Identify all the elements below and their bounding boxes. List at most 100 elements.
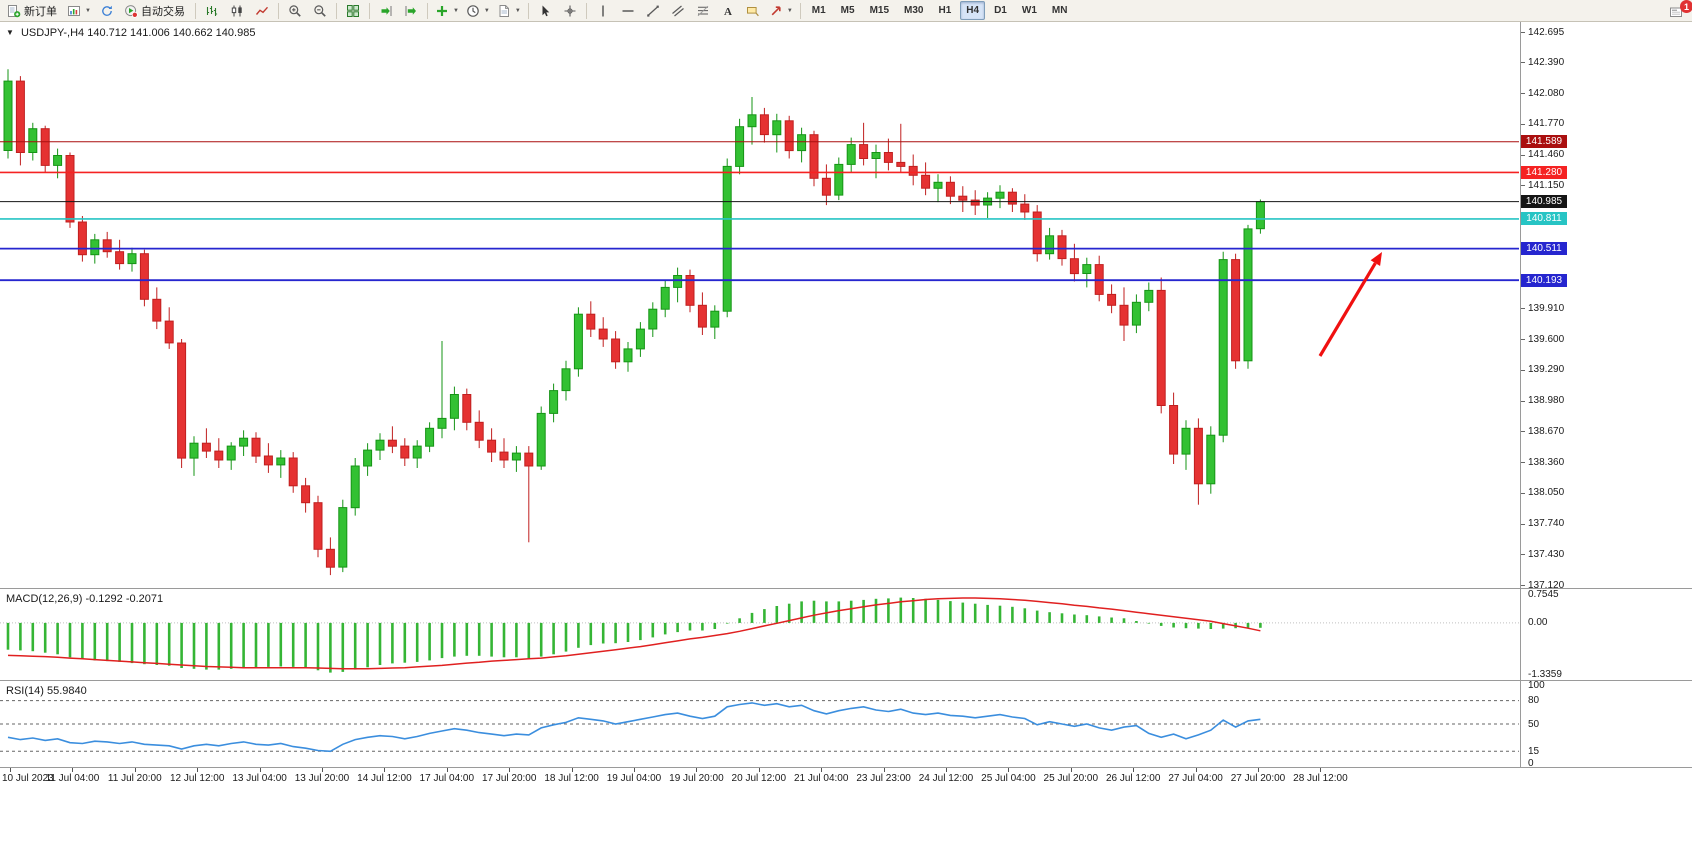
time-axis-label: 17 Jul 20:00 [481,773,537,784]
horizontal-line-button[interactable] [616,1,640,21]
cursor-button[interactable] [533,1,557,21]
price-axis-label: 137.430 [1528,549,1565,560]
macd-panel[interactable] [0,589,1520,680]
time-axis-label: 25 Jul 20:00 [1043,773,1099,784]
tile-windows-icon [346,4,360,18]
timeframe-m1-button[interactable]: M1 [811,5,826,16]
chart-shift-button[interactable] [399,1,423,21]
trendline-button[interactable] [641,1,665,21]
time-axis-tick [1008,768,1009,772]
auto-trading-button[interactable]: 自动交易 [120,1,191,21]
dropdown-caret-icon[interactable]: ▼ [514,7,521,14]
price-axis-tick [1521,431,1525,432]
time-axis-label: 11 Jul 20:00 [107,773,162,784]
rsi-indicator-label: RSI(14) 55.9840 [6,685,87,697]
pane-divider-macd-rsi[interactable] [0,680,1692,681]
rsi-axis-label: 80 [1528,695,1540,706]
timeframe-m30-button[interactable]: M30 [904,5,924,16]
price-axis-tick [1521,401,1525,402]
macd-indicator-label: MACD(12,26,9) -0.1292 -0.2071 [6,593,164,605]
price-axis-tick [1521,339,1525,340]
time-axis-label: 12 Jul 12:00 [169,773,225,784]
news-button[interactable]: 1 [1664,0,1692,22]
tile-windows-button[interactable] [341,1,365,21]
periods-button[interactable]: ▼ [463,1,493,21]
refresh-button[interactable] [95,1,119,21]
new-order-icon [7,4,21,18]
rsi-panel[interactable] [0,681,1520,767]
new-chart-button[interactable]: ▼ [64,1,94,21]
zoom-out-button[interactable] [308,1,332,21]
indicators-button[interactable]: ▼ [432,1,462,21]
price-axis-label: 141.770 [1528,118,1565,129]
crosshair-button[interactable] [558,1,582,21]
price-axis-tick [1521,585,1525,586]
templates-icon [497,4,511,18]
price-axis-tick [1521,185,1525,186]
auto-scroll-button[interactable] [374,1,398,21]
timeframe-mn-button[interactable]: MN [1051,5,1068,16]
symbol-period-label: USDJPY-,H4 [20,27,85,39]
price-axis[interactable]: 141.589 141.280 140.985 140.811 140.511 140.1… [1520,22,1692,769]
time-axis-tick [759,768,760,772]
price-axis-label: 139.600 [1528,334,1565,345]
price-axis-tick [1521,493,1525,494]
time-axis-tick [384,768,385,772]
time-axis-label: 23 Jul 23:00 [856,773,911,784]
bar-chart-button[interactable] [200,1,224,21]
rsi-axis-label: 100 [1528,680,1545,691]
auto-scroll-icon [379,4,393,18]
macd-axis-label: 0.00 [1528,617,1548,628]
timeframe-m5-button[interactable]: M5 [840,5,855,16]
timeframe-d1-button[interactable]: D1 [994,5,1007,16]
new-chart-icon [67,4,81,18]
price-axis-label: 142.390 [1528,57,1565,68]
toolbar-separator [335,2,337,19]
collapse-icon[interactable]: ▼ [6,28,14,37]
time-axis-tick [884,768,885,772]
timeframe-h1-button[interactable]: H1 [938,5,952,16]
time-axis-tick [135,768,136,772]
timeframe-h4-button[interactable]: H4 [960,1,986,20]
text-button[interactable]: A [716,1,740,21]
dropdown-caret-icon[interactable]: ▼ [452,7,459,14]
horizontal-line-icon [621,4,635,18]
dropdown-caret-icon[interactable]: ▼ [85,7,91,14]
time-axis-label: 11 Jul 04:00 [45,773,100,784]
time-axis-label: 20 Jul 12:00 [731,773,787,784]
time-axis-label: 21 Jul 04:00 [793,773,849,784]
main-chart[interactable] [0,22,1520,589]
time-axis-tick [10,768,11,772]
vertical-line-button[interactable] [591,1,615,21]
toolbar-separator [277,2,279,19]
chart-header: ▼ USDJPY-,H4 140.712 141.006 140.662 140… [6,27,255,39]
time-axis-label: 27 Jul 20:00 [1230,773,1286,784]
dropdown-caret-icon[interactable]: ▼ [786,7,793,14]
dropdown-caret-icon[interactable]: ▼ [483,7,490,14]
price-axis-tick [1521,32,1525,33]
fibonacci-icon [696,4,710,18]
time-axis-label: 17 Jul 04:00 [419,773,475,784]
line-chart-button[interactable] [250,1,274,21]
new-order-button[interactable]: 新订单 [3,1,63,21]
pane-divider-main-macd[interactable] [0,588,1692,589]
time-axis-label: 19 Jul 20:00 [669,773,724,784]
timeframe-w1-button[interactable]: W1 [1021,5,1037,16]
zoom-in-button[interactable] [283,1,307,21]
arrows-button[interactable]: ▼ [766,1,796,21]
notification-badge[interactable]: 1 [1680,0,1692,13]
time-axis-label: 13 Jul 04:00 [232,773,287,784]
time-axis[interactable]: 10 Jul 2023 11 Jul 04:00 11 Jul 20:00 12 Ju… [0,767,1692,850]
timeframe-m15-button[interactable]: M15 [869,5,890,16]
equidistant-channel-button[interactable] [666,1,690,21]
chart-window: ▼ USDJPY-,H4 140.712 141.006 140.662 140… [0,22,1692,850]
text-label-button[interactable] [741,1,765,21]
time-axis-tick [1071,768,1072,772]
text-label-icon [746,4,760,18]
bar-chart-icon [205,4,219,18]
templates-button[interactable]: ▼ [494,1,524,21]
time-axis-tick [1133,768,1134,772]
fibonacci-button[interactable] [691,1,715,21]
candlestick-button[interactable] [225,1,249,21]
trendline-icon [646,4,660,18]
